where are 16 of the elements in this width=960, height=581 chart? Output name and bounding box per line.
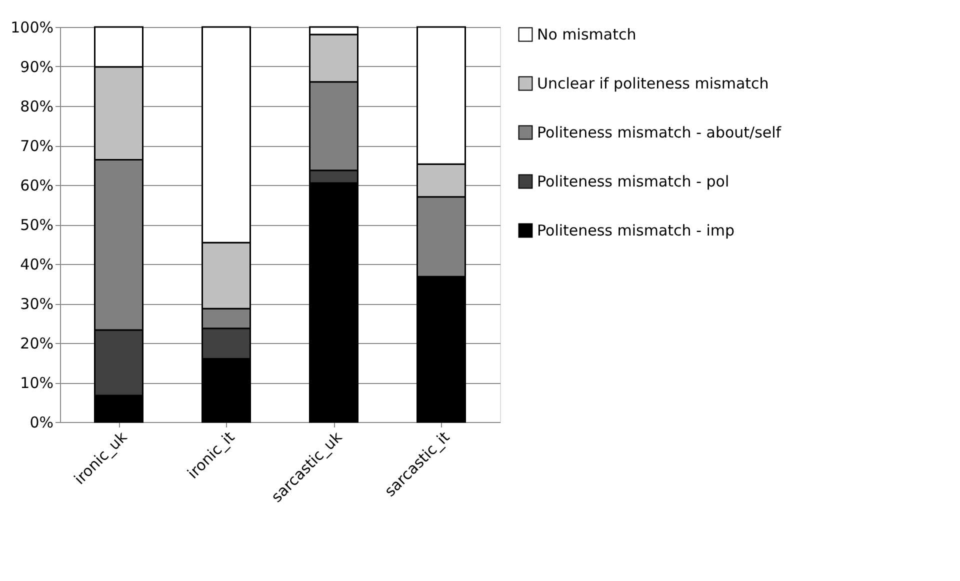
y-tick-label: 50% [20,216,54,234]
legend-label: Unclear if politeness mismatch [537,74,769,92]
legend-label: Politeness mismatch - about/self [537,124,782,142]
y-tick-label: 40% [20,256,54,274]
y-tick-label: 30% [20,295,54,313]
legend-label: No mismatch [537,26,636,44]
y-tick-label: 90% [20,58,54,76]
legend-label: Politeness mismatch - pol [537,172,730,190]
y-tick-label: 0% [30,414,54,432]
y-tick-label: 70% [20,137,54,155]
y-tick-label: 10% [20,374,54,392]
y-tick-label: 60% [20,176,54,194]
y-tick-label: 20% [20,334,54,352]
legend-label: Politeness mismatch - imp [537,222,735,240]
y-tick-label: 100% [10,18,54,36]
y-tick-label: 80% [20,98,54,116]
